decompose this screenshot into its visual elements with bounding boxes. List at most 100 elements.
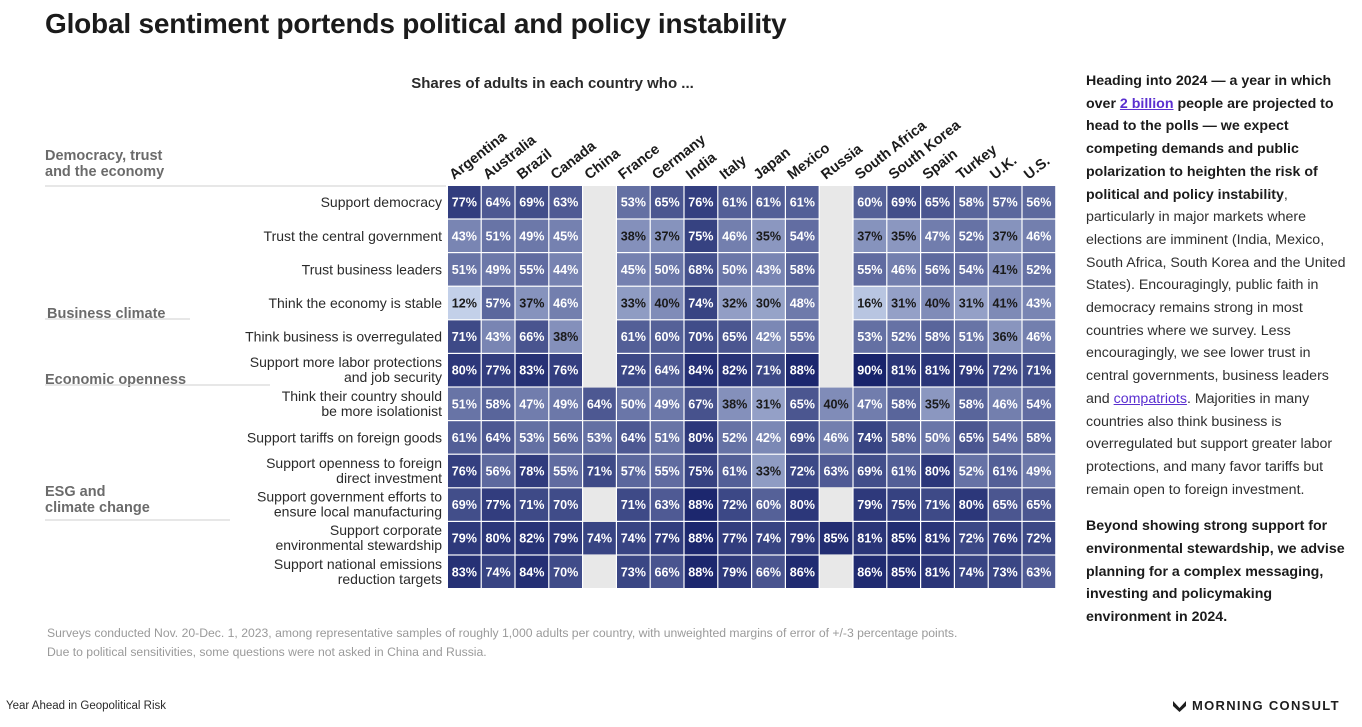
cell-value-label: 49%	[654, 397, 679, 411]
chart-subtitle: Shares of adults in each country who ...	[411, 75, 694, 92]
cell-value-label: 64%	[485, 431, 510, 445]
cell-value-label: 80%	[452, 364, 477, 378]
heatmap-cell	[718, 219, 751, 252]
heatmap-cell	[684, 286, 718, 320]
cell-value-label: 88%	[688, 532, 713, 546]
cell-value-label: 46%	[992, 397, 1017, 411]
cell-value-label: 71%	[925, 498, 950, 512]
heatmap-cell	[549, 522, 582, 555]
heatmap-cell	[481, 555, 515, 588]
heatmap-cell	[887, 387, 920, 420]
heatmap-cell	[988, 253, 1022, 286]
row-label: be more isolationist	[321, 403, 442, 419]
cell-value-label: 71%	[519, 498, 544, 512]
cell-value-label: 78%	[519, 465, 544, 479]
heatmap-cell	[684, 488, 718, 521]
cell-value-label: 86%	[790, 565, 815, 579]
heatmap-cell	[988, 219, 1022, 252]
heatmap-cell	[448, 320, 481, 353]
cell-value-label: 66%	[654, 565, 679, 579]
heatmap-cell	[684, 253, 718, 286]
row-label: Trust business leaders	[302, 261, 442, 277]
heatmap-cell	[786, 421, 819, 454]
heatmap-cell	[955, 454, 988, 488]
heatmap-cell	[752, 522, 785, 555]
heatmap-cell	[955, 320, 988, 353]
cell-value-label: 33%	[621, 297, 646, 311]
cell-value-label: 41%	[992, 263, 1017, 277]
heatmap-cell	[718, 454, 751, 488]
cell-value-label: 51%	[654, 431, 679, 445]
heatmap-cell	[819, 421, 853, 454]
heatmap-cell	[650, 522, 684, 555]
heatmap-cell	[921, 354, 954, 387]
cell-value-label: 40%	[823, 397, 848, 411]
cell-value-label: 43%	[485, 330, 510, 344]
heatmap-cell	[1022, 555, 1056, 588]
category-label: ESG and	[45, 484, 105, 500]
heatmap-cell	[515, 454, 549, 488]
cell-value-label: 49%	[553, 397, 578, 411]
heatmap-cell	[988, 387, 1022, 420]
row-label: Think business is overregulated	[245, 329, 442, 345]
heatmap-cell	[684, 454, 718, 488]
commentary-text: , particularly in major markets where el…	[1086, 186, 1346, 407]
heatmap-cell	[650, 354, 684, 387]
row-label: Trust the central government	[264, 228, 443, 244]
heatmap-cell	[515, 186, 549, 219]
heatmap-cell	[752, 387, 785, 420]
heatmap-cell	[481, 253, 515, 286]
heatmap-cell	[481, 286, 515, 320]
cell-value-label: 77%	[452, 196, 477, 210]
cell-value-label: 85%	[823, 532, 848, 546]
heatmap-cell	[481, 522, 515, 555]
cell-value-label: 63%	[654, 498, 679, 512]
heatmap-cell	[786, 555, 819, 588]
heatmap-cell	[549, 186, 582, 219]
cell-value-label: 51%	[959, 330, 984, 344]
heatmap-cell	[853, 320, 887, 353]
heatmap-cell	[617, 186, 650, 219]
cell-value-label: 50%	[621, 397, 646, 411]
heatmap-cell	[515, 387, 549, 420]
heatmap-cell	[786, 320, 819, 353]
heatmap-cell	[481, 421, 515, 454]
cell-value-label: 73%	[621, 565, 646, 579]
cell-value-label: 74%	[756, 532, 781, 546]
cell-value-label: 83%	[452, 565, 477, 579]
cell-value-label: 48%	[790, 297, 815, 311]
commentary-text: people are projected to head to the poll…	[1086, 95, 1334, 203]
cell-value-label: 80%	[790, 498, 815, 512]
cell-value-label: 71%	[621, 498, 646, 512]
cell-value-label: 60%	[756, 498, 781, 512]
cell-value-label: 58%	[891, 397, 916, 411]
cell-value-label: 53%	[621, 196, 646, 210]
heatmap-cell	[617, 320, 650, 353]
heatmap-cell	[853, 421, 887, 454]
cell-value-label: 46%	[722, 229, 747, 243]
heatmap-cell	[549, 387, 582, 420]
heatmap-cell	[853, 387, 887, 420]
heatmap-cell	[921, 488, 954, 521]
cell-value-label: 55%	[857, 263, 882, 277]
cell-value-label: 44%	[553, 263, 578, 277]
heatmap-cell	[515, 522, 549, 555]
cell-value-label: 57%	[485, 297, 510, 311]
compatriots-link[interactable]: compatriots	[1113, 390, 1187, 407]
heatmap-cell	[448, 219, 481, 252]
commentary-text: Heading into 2024 — a year in which over	[1086, 73, 1332, 112]
cell-value-label: 77%	[485, 364, 510, 378]
cell-value-label: 31%	[891, 297, 916, 311]
cell-value-label: 81%	[857, 532, 882, 546]
row-label: Support democracy	[321, 194, 442, 210]
cell-value-label: 42%	[756, 431, 781, 445]
heatmap-cell	[1022, 286, 1056, 320]
cell-value-label: 74%	[621, 532, 646, 546]
cell-value-label: 56%	[925, 263, 950, 277]
heatmap-cell	[650, 320, 684, 353]
heatmap-cell	[955, 421, 988, 454]
cell-value-label: 80%	[688, 431, 713, 445]
cell-value-label: 54%	[992, 431, 1017, 445]
cell-value-label: 38%	[722, 397, 747, 411]
two-billion-link[interactable]: 2 billion	[1119, 95, 1174, 112]
